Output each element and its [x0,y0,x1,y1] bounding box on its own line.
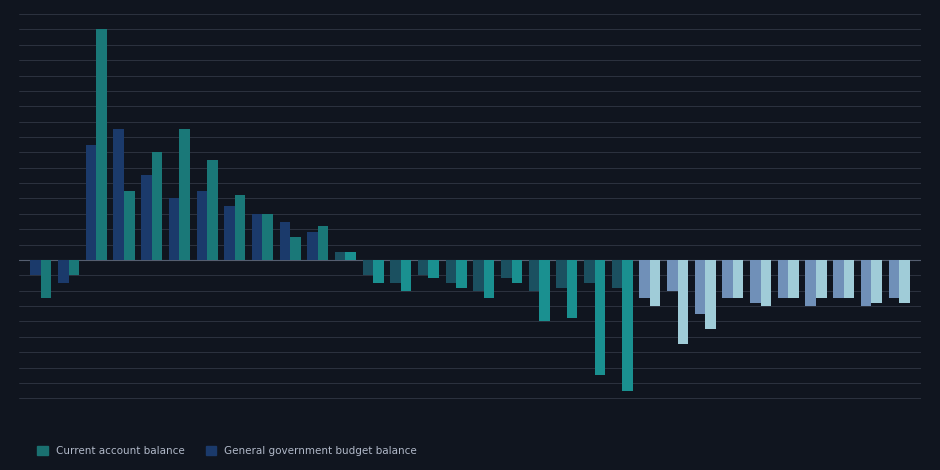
Bar [650,260,661,306]
Bar [207,160,217,260]
Bar [307,232,318,260]
Bar [595,260,605,375]
Bar [861,260,871,306]
Bar [567,260,577,318]
Bar [114,129,124,260]
Bar [484,260,494,298]
Bar [816,260,826,298]
Bar [899,260,910,303]
Bar [806,260,816,306]
Bar [169,198,180,260]
Bar [705,260,715,329]
Bar [622,260,633,391]
Bar [639,260,650,298]
Bar [96,30,107,260]
Bar [151,152,163,260]
Bar [400,260,412,290]
Bar [723,260,733,298]
Bar [540,260,550,321]
Bar [760,260,771,306]
Bar [871,260,882,303]
Bar [86,145,96,260]
Bar [584,260,595,283]
Bar [733,260,744,298]
Bar [446,260,456,283]
Bar [390,260,400,283]
Bar [695,260,705,314]
Bar [789,260,799,298]
Bar [252,214,262,260]
Bar [235,196,245,260]
Bar [180,129,190,260]
Bar [678,260,688,345]
Bar [141,175,151,260]
Bar [612,260,622,288]
Bar [501,260,511,278]
Bar [196,191,207,260]
Bar [456,260,466,288]
Bar [335,252,345,260]
Bar [69,260,79,275]
Bar [777,260,789,298]
Bar [363,260,373,275]
Bar [318,226,328,260]
Bar [418,260,429,275]
Bar [30,260,41,275]
Bar [556,260,567,288]
Bar [750,260,760,303]
Bar [262,214,273,260]
Bar [833,260,844,298]
Legend: Current account balance, General government budget balance: Current account balance, General governm… [33,442,421,460]
Bar [511,260,522,283]
Bar [844,260,854,298]
Bar [528,260,540,290]
Bar [41,260,52,298]
Bar [225,206,235,260]
Bar [124,191,134,260]
Bar [373,260,384,283]
Bar [667,260,678,290]
Bar [290,237,301,260]
Bar [345,252,356,260]
Bar [429,260,439,278]
Bar [279,221,290,260]
Bar [888,260,899,298]
Bar [58,260,69,283]
Bar [474,260,484,290]
